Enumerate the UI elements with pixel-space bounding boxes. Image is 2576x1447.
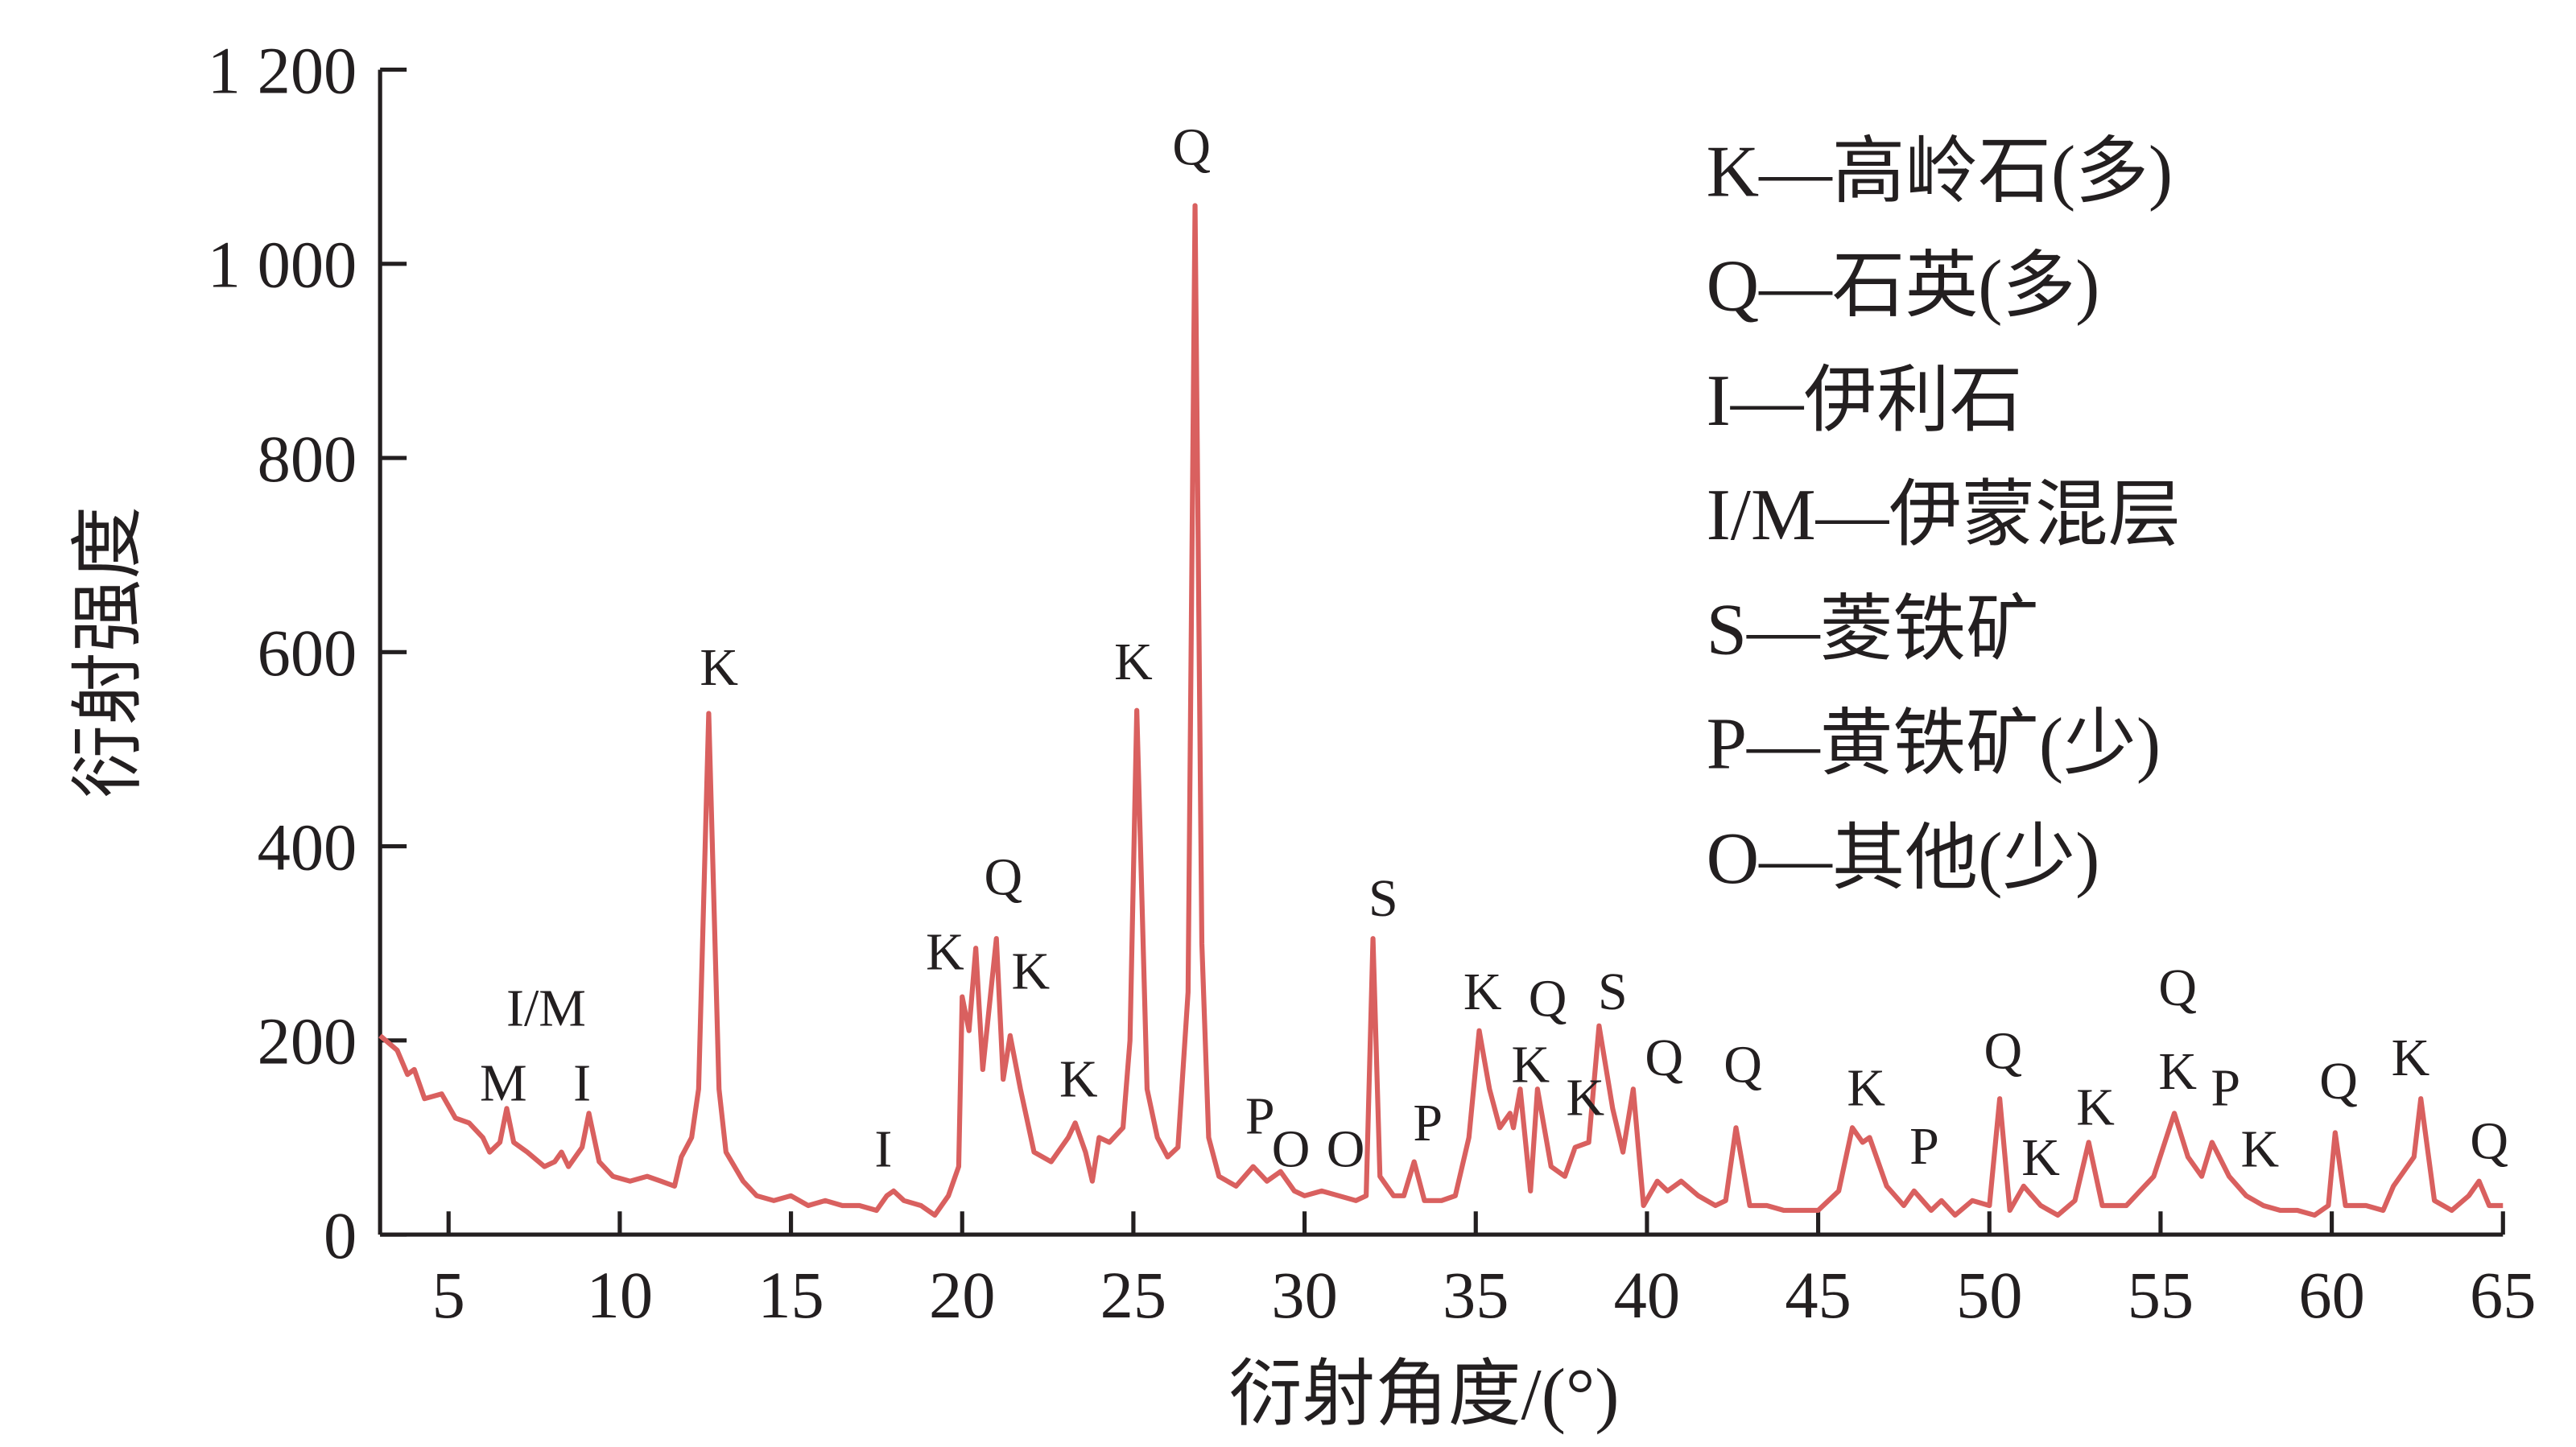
legend-entry: P—黄铁矿(少) xyxy=(1707,703,2161,785)
y-tick-label: 200 xyxy=(258,1005,357,1078)
x-tick-label: 10 xyxy=(587,1259,653,1332)
x-axis-label: 衍射角度/(°) xyxy=(1229,1354,1620,1435)
peak-label: Q xyxy=(1724,1035,1762,1094)
peak-label: K xyxy=(2158,1042,2197,1101)
peak-label: O xyxy=(1272,1119,1311,1178)
peak-label: Q xyxy=(1529,969,1567,1028)
x-tick-label: 15 xyxy=(758,1259,824,1332)
peak-label: Q xyxy=(1645,1029,1683,1087)
legend-entry: S—菱铁矿 xyxy=(1707,588,2039,670)
legend-entry: I/M—伊蒙混层 xyxy=(1707,474,2182,555)
legend-entry: Q—石英(多) xyxy=(1707,245,2100,327)
y-tick-label: 1 000 xyxy=(208,229,357,302)
legend-entry: I—伊利石 xyxy=(1707,360,2023,441)
peak-label: Q xyxy=(2158,958,2197,1017)
peak-label: K xyxy=(1463,963,1502,1021)
peak-label: Q xyxy=(2470,1112,2508,1171)
peak-label: P xyxy=(1413,1094,1443,1152)
peak-label: Q xyxy=(984,848,1022,907)
legend-entry: O—其他(少) xyxy=(1707,818,2100,899)
peak-label: I/M xyxy=(506,979,586,1037)
peak-label: I xyxy=(573,1053,591,1112)
peak-label: P xyxy=(2211,1058,2240,1117)
peak-label: K xyxy=(1511,1035,1550,1094)
peak-label: M xyxy=(480,1053,527,1112)
peak-label: K xyxy=(2392,1029,2430,1087)
data-line xyxy=(378,203,2504,1218)
peak-label: K xyxy=(700,638,738,697)
x-tick-label: 5 xyxy=(432,1259,465,1332)
y-tick-label: 600 xyxy=(258,616,357,690)
peak-label: K xyxy=(1847,1058,1885,1117)
y-axis-label: 衍射强度 xyxy=(68,506,149,798)
peak-label: K xyxy=(2076,1078,2115,1137)
y-tick-label: 0 xyxy=(324,1199,357,1272)
peak-label: Q xyxy=(1172,118,1211,177)
x-tick-label: 65 xyxy=(2470,1259,2536,1332)
peak-label: O xyxy=(1327,1119,1365,1178)
x-tick-label: 20 xyxy=(929,1259,995,1332)
x-tick-label: 55 xyxy=(2128,1259,2194,1332)
y-tick-label: 1 200 xyxy=(208,34,357,107)
legend-entry: K—高岭石(多) xyxy=(1707,130,2174,212)
peak-label: I xyxy=(874,1119,892,1178)
x-tick-label: 45 xyxy=(1785,1259,1851,1332)
peak-label: K xyxy=(1059,1050,1098,1109)
y-tick-label: 800 xyxy=(258,423,357,496)
x-tick-label: 50 xyxy=(1956,1259,2022,1332)
peak-label: K xyxy=(926,923,964,982)
peak-label: K xyxy=(1567,1068,1605,1127)
peak-label: Q xyxy=(1984,1022,2022,1081)
peak-label: P xyxy=(1909,1117,1939,1176)
peak-label: K xyxy=(1011,942,1050,1001)
peak-label: K xyxy=(2240,1119,2279,1178)
x-tick-label: 35 xyxy=(1443,1259,1509,1332)
peak-label: S xyxy=(1598,963,1628,1021)
peak-label: P xyxy=(1245,1086,1275,1145)
peak-label: K xyxy=(1114,633,1153,691)
peak-label: S xyxy=(1368,869,1398,928)
x-tick-label: 25 xyxy=(1100,1259,1166,1332)
x-tick-label: 60 xyxy=(2298,1259,2364,1332)
x-tick-label: 30 xyxy=(1271,1259,1337,1332)
x-tick-label: 40 xyxy=(1614,1259,1680,1332)
y-tick-label: 400 xyxy=(258,810,357,884)
peak-label: Q xyxy=(2319,1052,2358,1111)
peak-label: K xyxy=(2021,1128,2060,1187)
